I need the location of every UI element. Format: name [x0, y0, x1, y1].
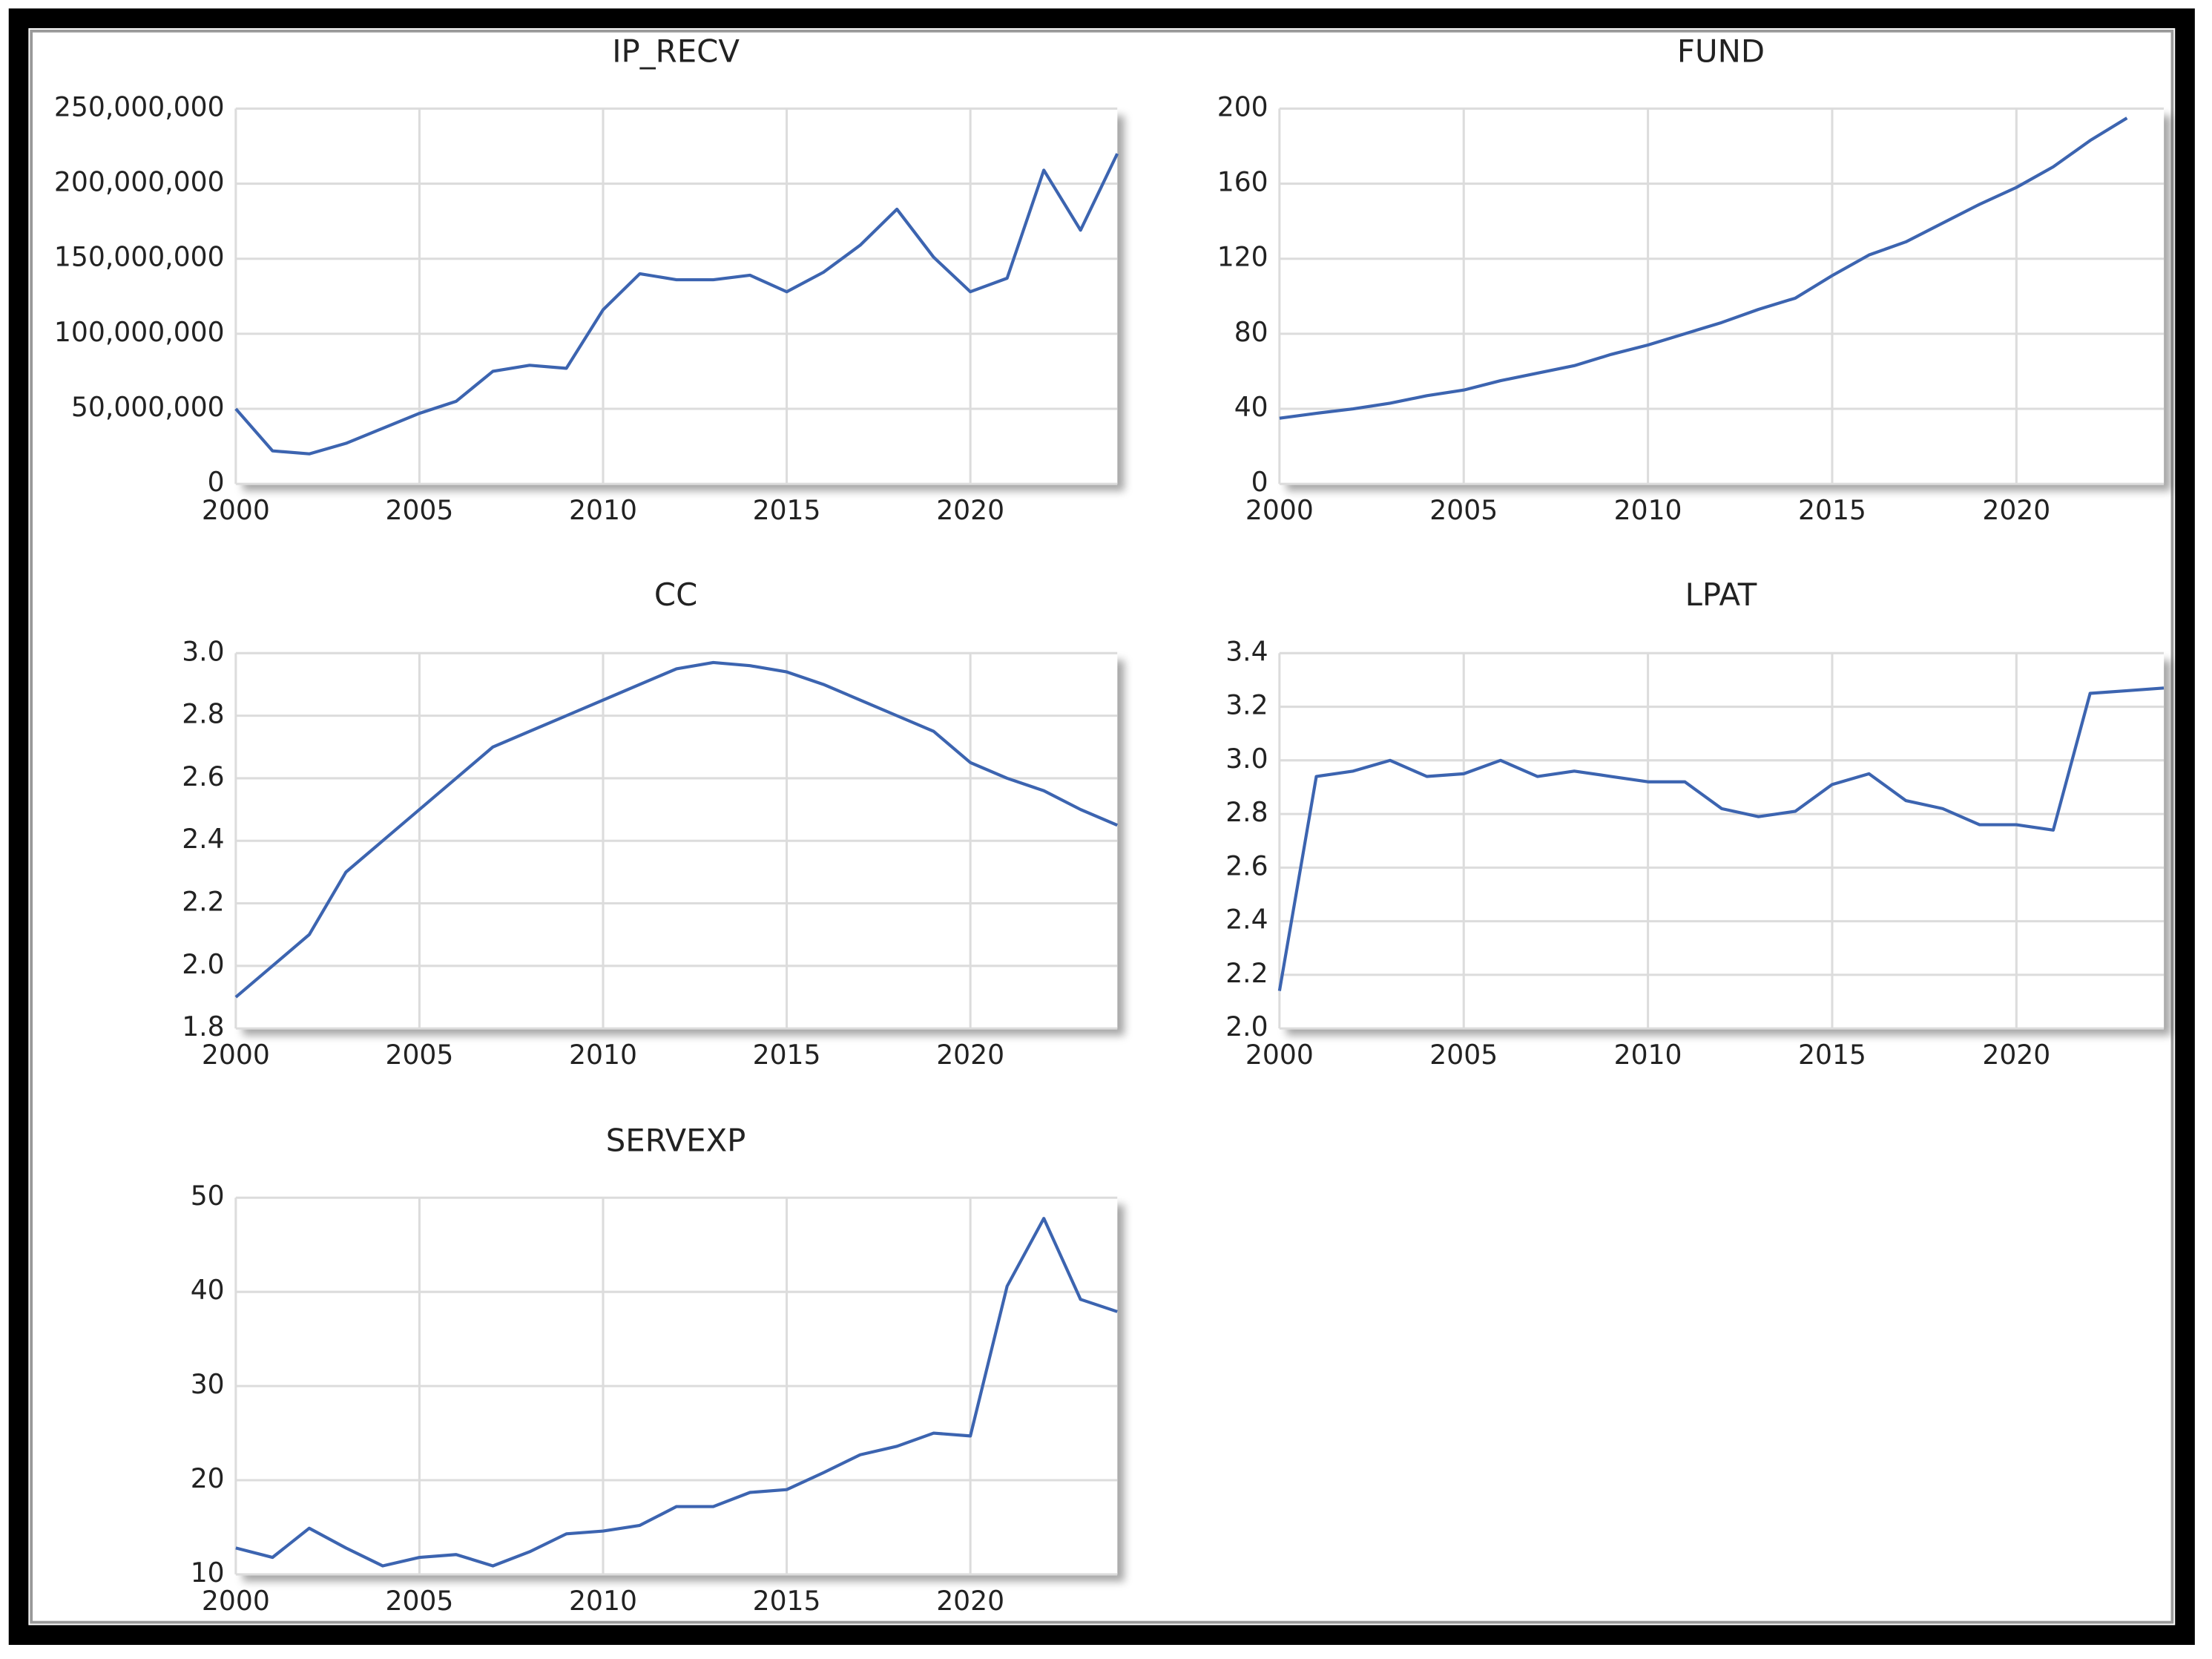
y-tick-label: 3.0 — [182, 635, 224, 667]
x-tick-label: 2010 — [569, 1585, 637, 1617]
y-tick-label: 2.4 — [182, 823, 224, 855]
frame — [8, 8, 2195, 1645]
inner-frame — [30, 29, 2174, 1624]
x-tick-label: 2010 — [569, 1039, 637, 1071]
x-tick-label: 2010 — [569, 494, 637, 526]
y-tick-label: 200 — [1217, 91, 1268, 122]
y-tick-label: 0 — [208, 466, 225, 498]
x-tick-label: 2010 — [1614, 494, 1682, 526]
y-tick-label: 2.4 — [1225, 904, 1268, 936]
data-line — [1279, 116, 2128, 420]
y-tick-label: 2.6 — [182, 760, 224, 792]
x-tick-label: 2015 — [753, 1585, 821, 1617]
y-tick-label: 2.8 — [1225, 796, 1268, 828]
x-tick-label: 2005 — [385, 494, 453, 526]
y-tick-label: 200,000,000 — [54, 166, 225, 198]
x-tick-label: 2020 — [1982, 1039, 2050, 1071]
x-tick-label: 2015 — [753, 1039, 821, 1071]
y-tick-label: 20 — [191, 1462, 225, 1494]
y-tick-label: 1.8 — [182, 1011, 224, 1042]
y-tick-label: 2.2 — [182, 886, 224, 918]
y-tick-label: 30 — [191, 1368, 225, 1400]
x-tick-label: 2005 — [385, 1039, 453, 1071]
chart-title: LPAT — [1685, 576, 1757, 613]
y-tick-label: 10 — [191, 1557, 225, 1589]
x-tick-label: 2000 — [1245, 494, 1314, 526]
x-tick-label: 2020 — [936, 1039, 1004, 1071]
plot-area — [1279, 653, 2165, 1029]
chart-title: CC — [654, 576, 697, 613]
chart-title: FUND — [1677, 33, 1765, 70]
y-tick-label: 2.2 — [1225, 957, 1268, 989]
y-tick-label: 3.2 — [1225, 689, 1268, 721]
y-tick-label: 3.0 — [1225, 743, 1268, 775]
x-tick-label: 2015 — [1798, 1039, 1866, 1071]
y-tick-label: 50,000,000 — [71, 391, 225, 423]
x-tick-label: 2000 — [202, 494, 270, 526]
y-tick-label: 3.4 — [1225, 635, 1268, 667]
data-line — [235, 1217, 1118, 1568]
plot-area — [1279, 108, 2165, 484]
x-tick-label: 2005 — [385, 1585, 453, 1617]
x-tick-label: 2005 — [1429, 1039, 1498, 1071]
x-tick-label: 2020 — [936, 494, 1004, 526]
y-tick-label: 160 — [1217, 166, 1268, 198]
x-tick-label: 2000 — [1245, 1039, 1314, 1071]
y-tick-label: 120 — [1217, 241, 1268, 273]
y-tick-label: 2.6 — [1225, 850, 1268, 881]
plot-area — [235, 108, 1118, 484]
y-tick-label: 150,000,000 — [54, 241, 225, 273]
chart-title: SERVEXP — [606, 1123, 746, 1159]
data-line — [1277, 686, 2165, 991]
y-tick-label: 100,000,000 — [54, 316, 225, 348]
y-tick-label: 50 — [191, 1180, 225, 1212]
data-line — [234, 660, 1119, 999]
y-tick-label: 40 — [191, 1274, 225, 1306]
y-tick-label: 2.0 — [182, 948, 224, 980]
x-tick-label: 2010 — [1614, 1039, 1682, 1071]
y-tick-label: 80 — [1234, 316, 1268, 348]
y-tick-label: 40 — [1234, 391, 1268, 423]
x-tick-label: 2020 — [936, 1585, 1004, 1617]
x-tick-label: 2015 — [753, 494, 821, 526]
x-tick-label: 2000 — [202, 1039, 270, 1071]
y-tick-label: 2.8 — [182, 698, 224, 730]
x-tick-label: 2020 — [1982, 494, 2050, 526]
y-tick-label: 2.0 — [1225, 1011, 1268, 1042]
chart-title: IP_RECV — [612, 33, 740, 70]
x-tick-label: 2000 — [202, 1585, 270, 1617]
x-tick-label: 2005 — [1429, 494, 1498, 526]
y-tick-label: 250,000,000 — [54, 91, 225, 122]
x-tick-label: 2015 — [1798, 494, 1866, 526]
y-tick-label: 0 — [1251, 466, 1268, 498]
data-line — [234, 153, 1119, 456]
